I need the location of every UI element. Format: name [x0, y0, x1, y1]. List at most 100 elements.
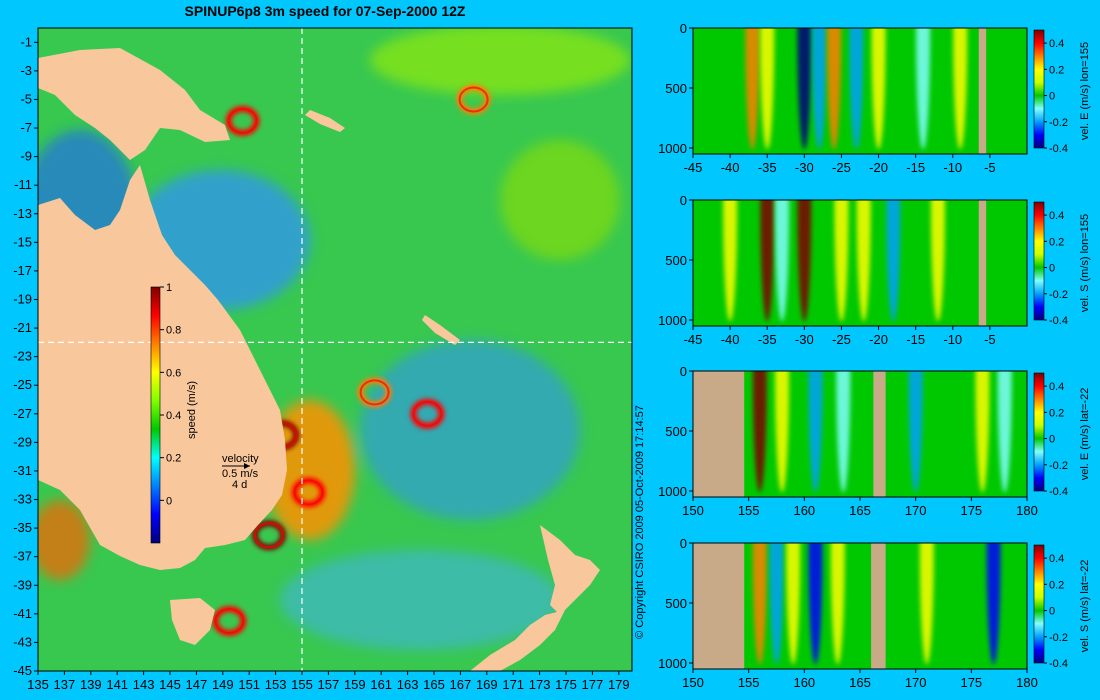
map-x-tick-label: 159: [344, 677, 366, 692]
section-colorbar-tick-label: -0.2: [1049, 632, 1068, 644]
section-feature: [919, 543, 934, 665]
section-x-tick-label: 175: [960, 675, 982, 690]
section-y-tick-label: 1000: [658, 141, 687, 156]
section-bathymetry: [873, 371, 886, 497]
section-colorbar: [1033, 372, 1045, 492]
map-y-tick-label: -1: [20, 34, 32, 49]
section-feature: [808, 543, 823, 665]
map-y-tick-label: -3: [20, 63, 32, 78]
speed-field: [38, 28, 630, 650]
map-x-tick-label: 163: [397, 677, 419, 692]
section-feature: [836, 371, 851, 493]
map-x-tick-label: 177: [582, 677, 604, 692]
section-feature: [871, 28, 886, 150]
section-x-tick-label: 165: [849, 675, 871, 690]
section-panels: -45 -40 -35 -30 -25 -20 -15 -10 -5 0 500 1000 0.4 0.2…: [658, 21, 1091, 690]
map-x-tick-label: 135: [27, 677, 49, 692]
section-x-tick-label: -45: [684, 160, 703, 175]
section-x-tick-label: 170: [905, 503, 927, 518]
speed-map: 135 137 139 141 143 145 147 149 151 153 155 157 159 1…: [13, 27, 633, 692]
section-colorbar-tick-label: 0: [1049, 434, 1055, 446]
land: [38, 48, 600, 671]
section-bathymetry: [871, 543, 886, 669]
map-y-tick-label: -11: [14, 177, 32, 192]
section-colorbar-tick-label: 0.2: [1049, 236, 1064, 248]
land-tasmania: [170, 598, 215, 645]
section-ylabel: vel. S (m/s) lat=-22: [1079, 560, 1091, 653]
map-x-tick-label: 173: [529, 677, 551, 692]
section-frame: [692, 199, 1028, 327]
section-field: [693, 543, 1001, 669]
velocity-key-title: velocity: [222, 453, 259, 465]
section-feature: [986, 543, 1001, 665]
section-y-tick-label: 500: [665, 253, 687, 268]
section-x-tick-label: 150: [682, 675, 704, 690]
section-feature: [745, 28, 760, 150]
section-feature: [797, 200, 812, 322]
section-y-tick-label: 0: [680, 364, 687, 379]
section-colorbar-tick-label: 0.2: [1049, 579, 1064, 591]
section-x-tick-label: -15: [906, 160, 925, 175]
section-field: [723, 200, 987, 326]
eddy-core: [227, 107, 258, 134]
section-colorbar: [1033, 544, 1045, 664]
map-x-tick-label: 167: [450, 677, 472, 692]
chart-title: SPINUP6p8 3m speed for 07-Sep-2000 12Z: [185, 3, 466, 19]
patch-ne: [500, 140, 620, 260]
map-frame: [37, 27, 633, 672]
map-y-tick-label: -5: [20, 91, 32, 106]
map-y-tick-label: -15: [13, 234, 32, 249]
map-y-tick-label: -27: [13, 406, 32, 421]
map-y-tick-label: -21: [13, 320, 32, 335]
section-colorbar-tick-label: 0.4: [1049, 38, 1064, 50]
eddy-core: [412, 400, 443, 427]
land-new-zealand-south: [470, 610, 565, 671]
section-x-tick-label: -25: [832, 160, 851, 175]
speed-colorbar-tick-label: 0.8: [166, 325, 181, 337]
velocity-key-speed: 0.5 m/s: [222, 468, 259, 480]
land-new-caledonia: [422, 315, 460, 345]
section-bathymetry: [693, 543, 745, 669]
map-y-tick-label: -45: [13, 663, 32, 678]
map-x-tick-label: 147: [186, 677, 208, 692]
section-colorbar-tick-label: -0.4: [1049, 486, 1068, 498]
speed-colorbar-tick-label: 0: [166, 495, 172, 507]
section-y-tick-label: 500: [665, 81, 687, 96]
section-feature: [930, 200, 945, 322]
section-x-tick-label: -40: [721, 332, 740, 347]
map-y-tick-label: -9: [20, 149, 32, 164]
section-x-tick-label: -20: [869, 332, 888, 347]
section-feature: [908, 371, 923, 493]
section-y-tick-label: 1000: [658, 484, 687, 499]
eddy-core: [293, 479, 324, 506]
section-x-tick-label: -35: [758, 332, 777, 347]
patch-south: [280, 550, 560, 650]
eddy-core: [458, 86, 489, 113]
patch-west: [38, 500, 90, 580]
map-y-tick-label: -7: [20, 120, 32, 135]
section-x-tick-label: 180: [1016, 503, 1038, 518]
section-colorbar-tick-label: 0.4: [1049, 381, 1064, 393]
map-x-tick-label: 179: [608, 677, 630, 692]
section-x-tick-label: 160: [793, 503, 815, 518]
patch-eac: [265, 400, 355, 540]
velocity-key: velocity 0.5 m/s 4 d: [222, 453, 259, 491]
map-x-tick-label: 139: [80, 677, 102, 692]
section-y-tick-label: 1000: [658, 656, 687, 671]
speed-colorbar-tick-label: 0.4: [166, 410, 181, 422]
section-x-tick-label: -5: [984, 160, 996, 175]
section-feature: [997, 371, 1012, 493]
section-feature: [786, 543, 801, 665]
map-x-tick-label: 165: [423, 677, 445, 692]
section-panel: 150 155 160 165 170 175 180 0 500 1000 0.4 0.2 0 -0.2…: [658, 364, 1091, 518]
section-feature: [812, 28, 827, 150]
map-x-tick-label: 169: [476, 677, 498, 692]
section-x-tick-label: -40: [721, 160, 740, 175]
section-x-tick-label: 170: [905, 675, 927, 690]
patch-equatorial: [370, 28, 630, 95]
section-y-tick-label: 500: [665, 424, 687, 439]
section-feature: [752, 371, 767, 493]
map-axes: 135 137 139 141 143 145 147 149 151 153 155 157 159 1…: [13, 34, 629, 692]
section-x-tick-label: -35: [758, 160, 777, 175]
